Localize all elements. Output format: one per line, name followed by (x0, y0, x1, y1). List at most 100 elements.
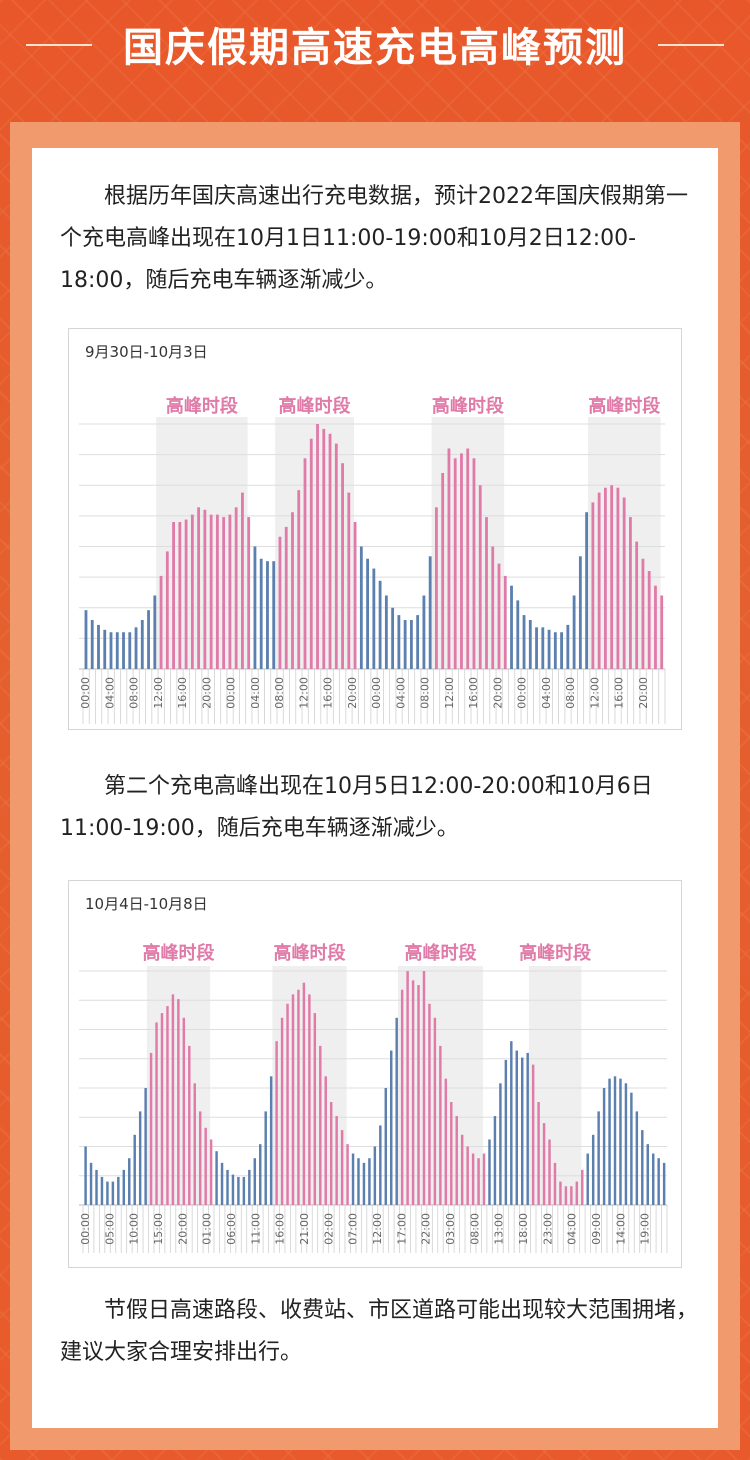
chart-bar (215, 514, 219, 669)
chart-bar (439, 1045, 442, 1205)
chart-bar (471, 1153, 475, 1205)
chart-bar (329, 1102, 333, 1205)
chart-svg: 高峰时段 高峰时段 高峰时段 高峰时段 00:00 05:00 10:00 15:00 20:0… (79, 942, 668, 1253)
header: 国庆假期高速充电高峰预测 (0, 0, 750, 92)
title-decoration-line (658, 44, 724, 46)
chart-bar (242, 1176, 246, 1205)
chart-bar (149, 1052, 153, 1205)
peak-label: 高峰时段 (404, 942, 477, 964)
second-peak-paragraph: 第二个充电高峰出现在10月5日12:00-20:00和10月6日11:00-19… (60, 774, 653, 841)
x-tick-label: 00:00 (79, 677, 92, 709)
chart-bar (444, 1078, 448, 1205)
x-tick-label: 23:00 (541, 1213, 554, 1245)
chart-bar (499, 1083, 502, 1205)
x-tick-label: 16:00 (322, 677, 335, 709)
chart-bar (247, 517, 251, 669)
chart-bar (453, 458, 457, 669)
advice-paragraph: 节假日高速路段、收费站、市区道路可能出现较大范围拥堵，建议大家合理安排出行。 (60, 1298, 699, 1365)
chart-bar (198, 1111, 202, 1205)
x-tick-label: 06:00 (225, 1213, 238, 1245)
chart-bar (460, 1134, 464, 1205)
chart-bar (373, 1146, 377, 1205)
x-tick-label: 16:00 (274, 1213, 287, 1245)
chart-bar (368, 1158, 371, 1205)
chart-bar (493, 1116, 497, 1205)
chart-bar (140, 620, 144, 669)
chart-bar (291, 994, 295, 1205)
chart-bar (259, 1144, 262, 1205)
chart-bar (391, 607, 395, 669)
chart-bar (384, 1088, 388, 1205)
chart-bar (566, 624, 570, 669)
chart-bar (184, 519, 188, 669)
chart-bar (248, 1169, 251, 1205)
chart-bar (510, 1041, 513, 1205)
chart-bar (228, 514, 232, 669)
chart-bar (155, 1022, 158, 1205)
chart-bar (253, 546, 257, 669)
chart-bar (203, 509, 207, 669)
peak-label: 高峰时段 (166, 395, 239, 417)
x-tick-label: 20:00 (491, 677, 504, 709)
chart-bar (241, 492, 244, 669)
chart-bar (613, 1076, 617, 1205)
chart-bar (570, 1186, 573, 1205)
x-tick-label: 02:00 (322, 1213, 335, 1245)
chart-bar (466, 448, 470, 669)
chart-bar (575, 1181, 579, 1205)
x-tick-label: 05:00 (103, 1213, 116, 1245)
chart-bar (147, 610, 150, 669)
x-tick-label: 08:00 (128, 677, 141, 709)
chart-bar (117, 1176, 120, 1205)
chart-bar (651, 1153, 655, 1205)
chart-bar (259, 558, 263, 669)
chart-bar (528, 620, 532, 669)
chart-bar (280, 1017, 284, 1205)
x-tick-label: 20:00 (200, 677, 213, 709)
chart-bar (351, 1153, 355, 1205)
chart-bar (297, 490, 301, 669)
x-tick-label: 03:00 (444, 1213, 457, 1245)
chart-bar (359, 546, 363, 669)
chart-bar (428, 556, 432, 669)
chart-bar (441, 473, 445, 669)
chart-bar (622, 497, 626, 669)
chart-bar (537, 1102, 540, 1205)
chart-bar (553, 632, 557, 669)
chart-bar (522, 615, 526, 669)
chart-bar (220, 1162, 224, 1205)
x-tick-label: 21:00 (298, 1213, 311, 1245)
chart-bar (503, 575, 507, 669)
chart-bar (90, 620, 94, 669)
chart-bar (660, 595, 664, 669)
peak-band (156, 417, 248, 669)
chart-bar (159, 575, 163, 669)
chart-bar (630, 1092, 633, 1205)
chart-bar (177, 999, 180, 1205)
chart-bar (531, 1064, 535, 1205)
chart-bar (286, 1003, 289, 1205)
chart-bar (188, 1045, 191, 1205)
chart-title: 9月30日-10月3日 (85, 343, 208, 361)
chart-bar (553, 1162, 557, 1205)
chart-bar (497, 563, 501, 669)
chart-bar (603, 487, 607, 669)
chart-bar (646, 1144, 649, 1205)
x-tick-label: 04:00 (249, 677, 262, 709)
chart-svg: 高峰时段 高峰时段 高峰时段 高峰时段 00:00 04:00 08:00 12:00 16:0… (79, 395, 666, 724)
chart-bar (417, 985, 420, 1205)
chart-bar (428, 1003, 431, 1205)
peak-label: 高峰时段 (143, 942, 216, 964)
chart-bar (264, 1111, 267, 1205)
chart-bar (153, 595, 157, 669)
chart-bar (309, 438, 313, 669)
chart-bar (341, 463, 344, 669)
chart-bar (128, 1158, 131, 1205)
chart-bar (171, 994, 175, 1205)
x-tick-label: 16:00 (176, 677, 189, 709)
chart-bar (591, 502, 595, 669)
chart-bar (133, 1134, 136, 1205)
chart-bar (319, 1045, 322, 1205)
peak-label: 高峰时段 (519, 942, 592, 964)
